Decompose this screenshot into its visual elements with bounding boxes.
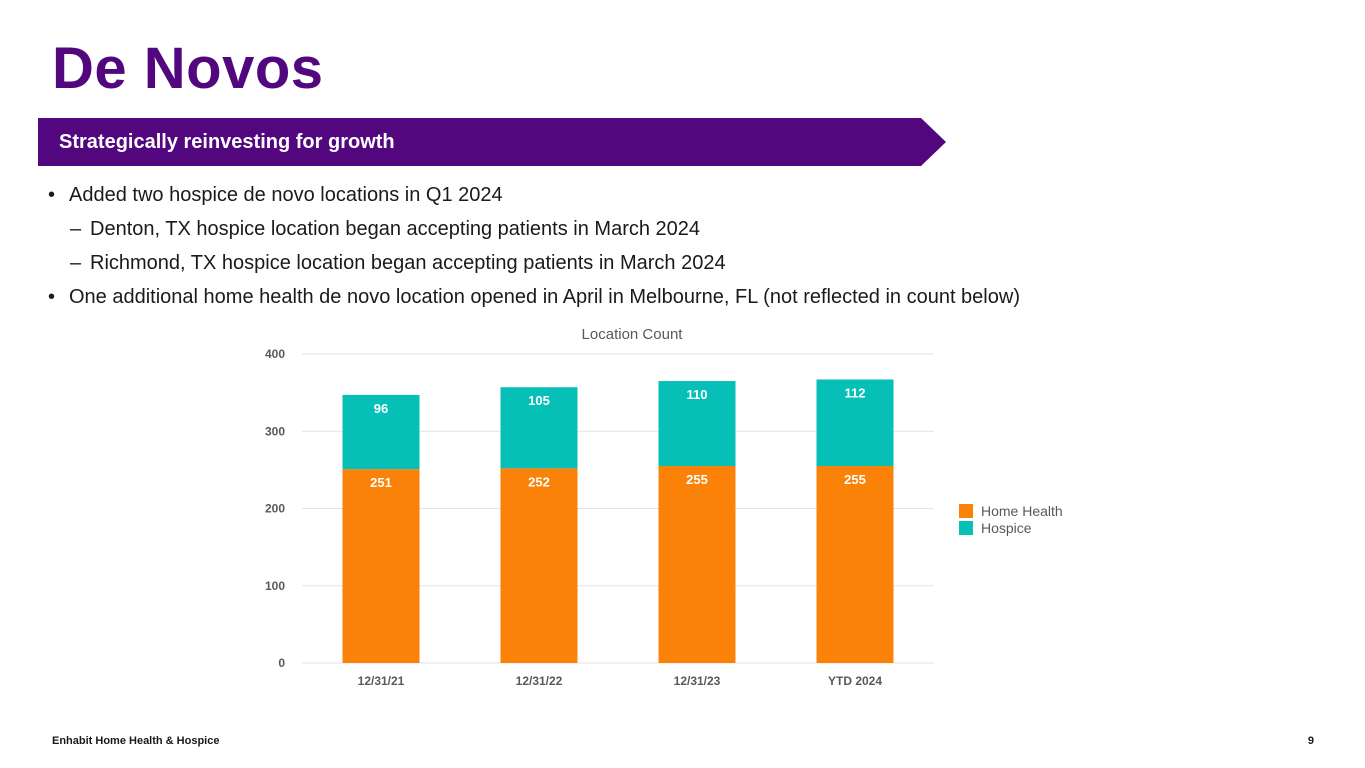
data-label: 252: [528, 474, 550, 489]
bullet-text: Added two hospice de novo locations in Q…: [69, 184, 503, 206]
bar-hospice: [342, 394, 420, 470]
bullet-item: • One additional home health de novo loc…: [48, 280, 1248, 314]
slide-title: De Novos: [52, 36, 324, 101]
data-label: 110: [687, 387, 708, 402]
banner-arrow-shape: [38, 118, 946, 166]
sub-bullet-mark: –: [70, 252, 82, 274]
banner-text: Strategically reinvesting for growth: [59, 131, 395, 153]
legend-label: Home Health: [981, 503, 1063, 519]
data-label: 112: [845, 385, 866, 400]
data-label: 251: [370, 475, 392, 490]
legend-swatch: [959, 504, 973, 518]
footer-company: Enhabit Home Health & Hospice: [52, 735, 220, 747]
sub-bullet-item: – Richmond, TX hospice location began ac…: [48, 246, 1248, 280]
x-tick-label: 12/31/23: [674, 674, 721, 688]
y-tick-label: 100: [265, 579, 285, 593]
x-tick-label: 12/31/22: [516, 674, 563, 688]
y-tick-label: 400: [265, 347, 285, 361]
bullet-text: One additional home health de novo locat…: [69, 286, 1020, 308]
sub-bullet-mark: –: [70, 218, 82, 240]
page-number: 9: [1307, 735, 1314, 747]
bar-hospice: [816, 379, 894, 467]
bullet-mark: •: [48, 286, 56, 308]
bar-home-health: [500, 468, 578, 663]
data-label: 105: [528, 393, 550, 408]
data-label: 255: [844, 472, 866, 487]
sub-bullet-text: Denton, TX hospice location began accept…: [90, 218, 701, 240]
y-tick-label: 200: [265, 502, 285, 516]
y-tick-label: 0: [278, 656, 285, 670]
data-label: 96: [374, 401, 388, 416]
bar-hospice: [500, 387, 578, 469]
data-label: 255: [686, 472, 708, 487]
sub-bullet-item: – Denton, TX hospice location began acce…: [48, 212, 1248, 246]
chart-title: Location Count: [582, 326, 684, 343]
bullet-list: • Added two hospice de novo locations in…: [48, 178, 1248, 314]
bullet-item: • Added two hospice de novo locations in…: [48, 178, 1248, 212]
subtitle-banner: Strategically reinvesting for growth: [38, 118, 946, 166]
bar-home-health: [658, 466, 736, 663]
bar-home-health: [816, 466, 894, 663]
bar-hospice: [658, 381, 736, 467]
legend-label: Hospice: [981, 520, 1032, 536]
x-tick-label: 12/31/21: [358, 674, 405, 688]
bar-home-health: [342, 469, 420, 663]
x-tick-label: YTD 2024: [828, 674, 882, 688]
bullet-mark: •: [48, 184, 56, 206]
y-tick-label: 300: [265, 424, 285, 438]
legend-swatch: [959, 521, 973, 535]
sub-bullet-text: Richmond, TX hospice location began acce…: [90, 252, 726, 274]
